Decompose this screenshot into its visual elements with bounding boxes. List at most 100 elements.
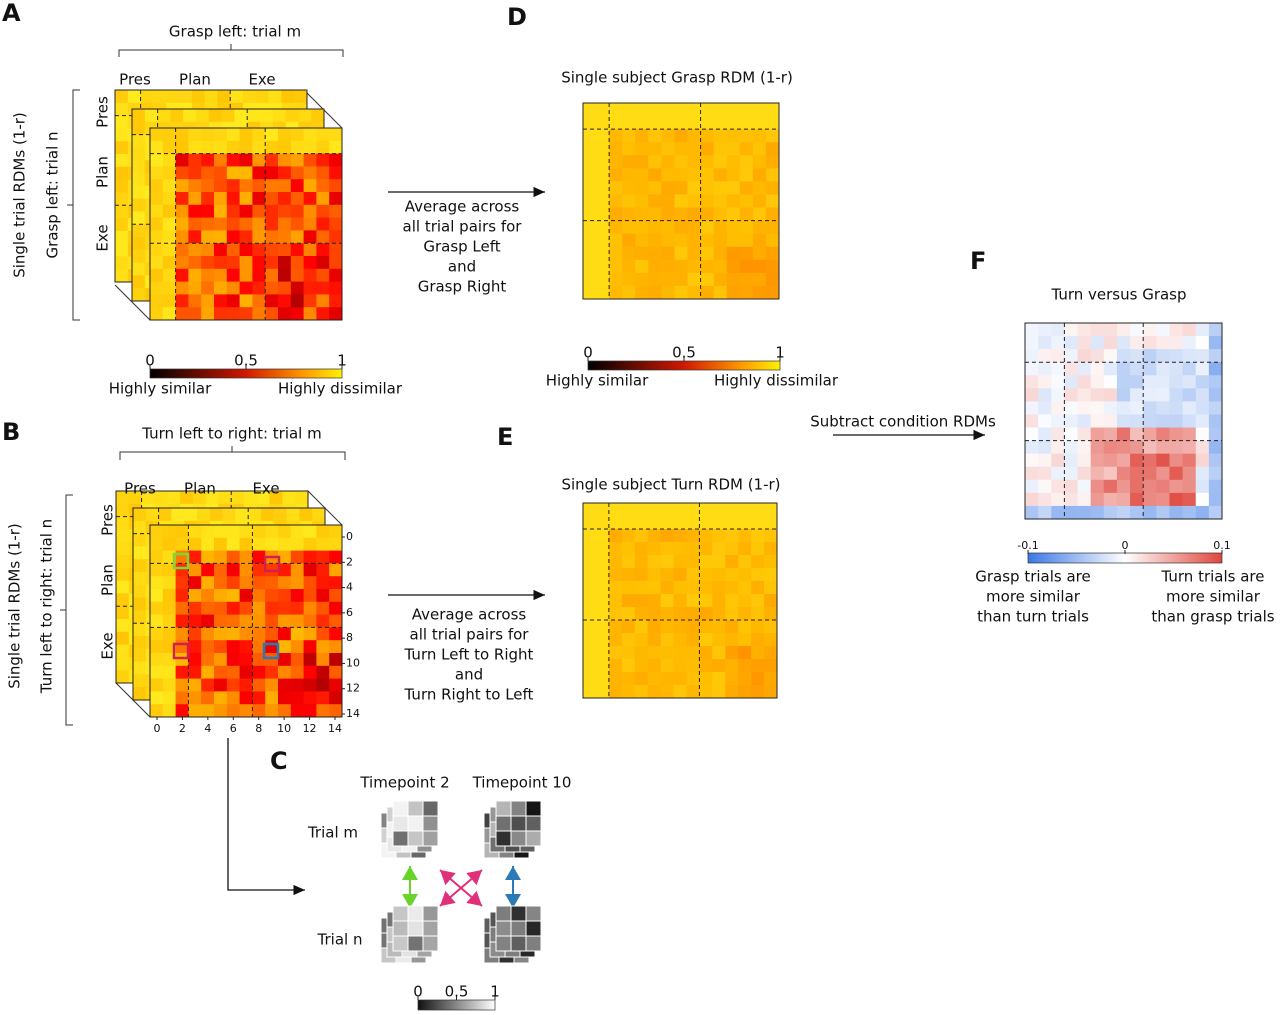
epoch-label: Pres [124,480,156,498]
heatmap-cell [583,233,597,248]
heatmap-cell [1116,375,1131,389]
heatmap-cell [634,516,649,530]
heatmap-cell [265,614,279,628]
heatmap-cell [162,204,177,219]
heatmap-cell [278,294,292,308]
epoch-label: Exe [99,632,117,659]
heatmap-cell [162,294,177,308]
heatmap-cell [1077,492,1092,507]
highlight-box [262,642,280,660]
heatmap-cell [726,168,741,182]
heatmap-frame [582,502,778,699]
heatmap-cell [712,633,726,647]
heatmap-cell [1195,362,1210,376]
heatmap-cell [1038,505,1052,520]
heatmap-cell [316,627,330,641]
heatmap-cell [621,503,636,517]
heatmap-cell [712,568,726,582]
heatmap-cell [214,281,228,295]
heatmap-cell [252,179,266,193]
heatmap-cell [252,704,266,718]
heatmap-cell [751,594,765,608]
heatmap-cell [150,192,164,206]
heatmap-cell [1195,349,1210,363]
heatmap-cell [764,685,778,699]
heatmap-cell [1064,492,1079,507]
heatmap-cell [1143,362,1157,376]
heatmap-cell [1077,401,1092,415]
heatmap-cell [660,633,675,647]
heatmap-cell [765,103,780,117]
heatmap-cell [1064,479,1079,494]
heatmap-cell [635,246,649,261]
heatmap-cell [265,307,279,321]
heatmap-cell [201,268,215,283]
heatmap-cell [170,109,184,123]
heatmap-cell [725,542,739,556]
heatmap-cell [700,168,715,182]
heatmap-cell [285,109,299,123]
heatmap-cell [1090,349,1105,363]
heatmap-cell [609,103,623,117]
heatmap-cell [1116,466,1131,481]
heatmap-cell [609,220,623,235]
heatmap-cell [1064,453,1079,468]
heatmap-cell [647,555,662,569]
heatmap-cell [1156,349,1170,363]
heatmap-cell [660,685,675,699]
heatmap-cell [648,155,662,169]
heatmap-cell [725,568,739,582]
heatmap-cell [752,246,767,261]
heatmap-cell [214,640,228,654]
heatmap-cell [201,704,215,718]
heatmap-cell [1038,388,1052,402]
colorbar-label: Highly dissimilar [278,380,403,398]
heatmap-cell [1090,362,1105,376]
voxel [422,905,439,922]
heatmap-cell [751,659,765,673]
timepoint-label: Timepoint 2 [359,774,449,792]
heatmap-cell [622,194,636,209]
heatmap-cell [214,243,228,257]
voxel-cube [380,800,439,859]
heatmap-cell [673,633,687,647]
heatmap-cell [201,576,215,590]
heatmap-cell [609,155,623,169]
heatmap-cell [751,581,765,595]
epoch-label: Plan [94,156,112,188]
heatmap-cell [647,568,662,582]
heatmap-cell [162,601,177,616]
heatmap-cell [175,653,189,667]
heatmap-cell [179,90,193,104]
heatmap-cell [608,516,623,530]
heatmap-cell [133,572,147,586]
heatmap-cell [278,640,292,654]
heatmap-cell [278,140,292,155]
heatmap-cell [622,129,636,143]
heatmap-cell [1038,401,1052,415]
heatmap-cell [1130,479,1144,494]
heatmap-cell [265,601,279,616]
heatmap-cell [1143,427,1157,442]
heatmap-cell [764,646,778,660]
heatmap-cell [290,256,305,270]
colorbar-tick-label: 0.5 [234,352,258,370]
colorbar [417,999,496,1011]
heatmap-cell [621,555,636,569]
heatmap-cell [738,581,752,595]
heatmap-cell [1143,349,1157,363]
heatmap-cell [764,672,778,686]
heatmap-cell [1051,336,1065,350]
heatmap-cell [115,243,129,257]
heatmap-cell [201,627,215,641]
heatmap-cell [201,678,215,692]
heatmap-cell [1116,427,1131,442]
heatmap-cell [132,109,146,123]
heatmap-cell [1182,323,1197,337]
heatmap-cell [765,285,780,300]
heatmap-cell [674,181,689,195]
heatmap-cell [290,268,305,283]
heatmap-cell [150,653,164,667]
heatmap-cell [1025,388,1039,402]
heatmap-cell [583,672,597,686]
